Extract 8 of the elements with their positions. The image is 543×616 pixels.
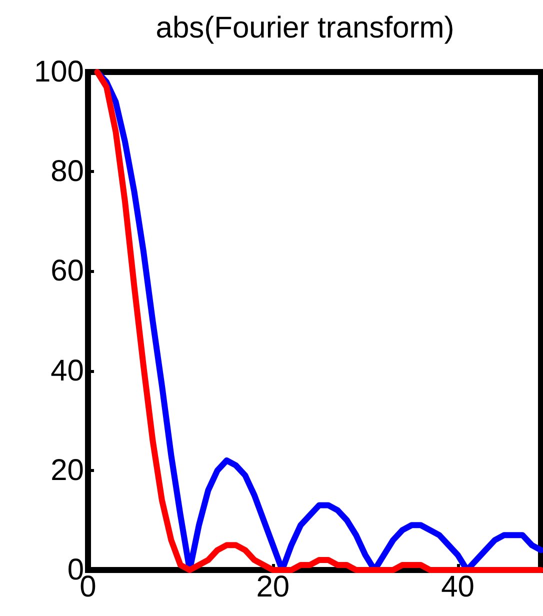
x-tick-label: 40 [441, 570, 474, 604]
y-tick-label: 60 [50, 254, 84, 288]
y-tick-label: 80 [50, 155, 84, 188]
y-tick-label: 40 [50, 354, 84, 388]
y-tick-label: 20 [50, 454, 84, 487]
x-tick-label: 20 [256, 570, 290, 604]
chart-title: abs(Fourier transform) [156, 12, 454, 44]
y-tick-label: 100 [34, 56, 84, 88]
